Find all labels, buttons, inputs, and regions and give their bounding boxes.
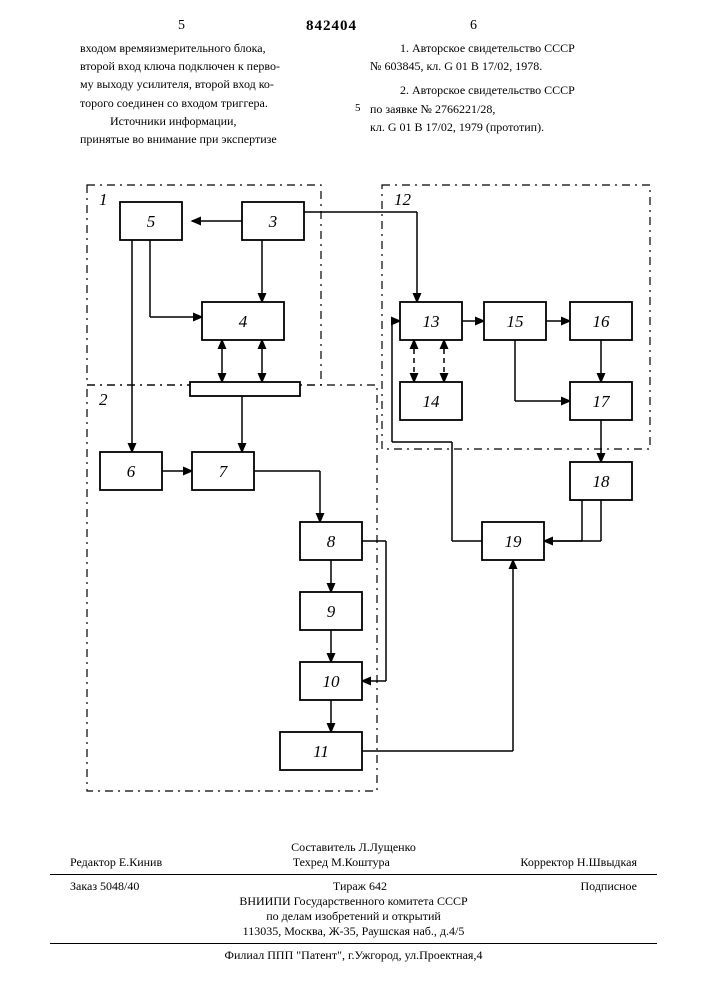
svg-text:10: 10 <box>323 672 341 691</box>
left-column-text: входом времяизмерительного блока, второй… <box>80 40 360 149</box>
footer-editor: Редактор Е.Кинив <box>70 855 162 870</box>
text-line: кл. G 01 B 17/02, 1979 (прототип). <box>370 119 660 135</box>
footer-block: Составитель Л.Лущенко Редактор Е.Кинив Т… <box>0 840 707 963</box>
svg-text:9: 9 <box>327 602 336 621</box>
text-line: по заявке № 2766221/28, <box>370 101 660 117</box>
footer-row-1: Редактор Е.Кинив Техред М.Коштура Коррек… <box>0 855 707 870</box>
svg-text:12: 12 <box>394 190 412 209</box>
svg-text:5: 5 <box>147 212 156 231</box>
margin-ref-num: 5 <box>355 102 361 114</box>
footer-rule <box>50 874 657 875</box>
svg-text:11: 11 <box>313 742 329 761</box>
svg-text:8: 8 <box>327 532 336 551</box>
block-diagram: 1122 3541315161417186781991011 <box>82 182 652 802</box>
svg-text:6: 6 <box>127 462 136 481</box>
text-line: торого соединен со входом триггера. <box>80 95 360 111</box>
svg-text:16: 16 <box>593 312 611 331</box>
footer-tech: Техред М.Коштура <box>293 855 390 870</box>
svg-text:19: 19 <box>505 532 523 551</box>
text-line: входом времяизмерительного блока, <box>80 40 360 56</box>
footer-org2: по делам изобретений и открытий <box>0 909 707 924</box>
svg-text:3: 3 <box>268 212 278 231</box>
svg-text:2: 2 <box>99 390 108 409</box>
text-line: принятые во внимание при экспертизе <box>80 131 360 147</box>
footer-org1: ВНИИПИ Государственного комитета СССР <box>0 894 707 909</box>
svg-text:18: 18 <box>593 472 611 491</box>
text-line: № 603845, кл. G 01 B 17/02, 1978. <box>370 58 660 74</box>
footer-corr: Корректор Н.Швыдкая <box>520 855 637 870</box>
footer-row-2: Заказ 5048/40 Тираж 642 Подписное <box>0 879 707 894</box>
svg-text:17: 17 <box>593 392 612 411</box>
col-num-right: 6 <box>470 18 477 34</box>
col-num-left: 5 <box>178 18 185 34</box>
footer-rule <box>50 943 657 944</box>
text-line: 1. Авторское свидетельство СССР <box>370 40 660 56</box>
footer-composer: Составитель Л.Лущенко <box>0 840 707 855</box>
page: 5 842404 6 входом времяизмерительного бл… <box>0 0 707 1000</box>
svg-text:15: 15 <box>507 312 524 331</box>
footer-tirazh: Тираж 642 <box>333 879 387 894</box>
footer-order: Заказ 5048/40 <box>70 879 139 894</box>
svg-text:13: 13 <box>423 312 440 331</box>
svg-text:4: 4 <box>239 312 248 331</box>
svg-text:14: 14 <box>423 392 441 411</box>
text-line: 2. Авторское свидетельство СССР <box>370 82 660 98</box>
text-line: Источники информации, <box>80 113 360 129</box>
doc-number: 842404 <box>306 18 357 35</box>
footer-podpis: Подписное <box>581 879 638 894</box>
footer-filial: Филиал ППП "Патент", г.Ужгород, ул.Проек… <box>0 948 707 963</box>
text-line: второй вход ключа подключен к перво- <box>80 58 360 74</box>
text-line: му выходу усилителя, второй вход ко- <box>80 76 360 92</box>
right-column-text: 1. Авторское свидетельство СССР № 603845… <box>370 40 660 137</box>
svg-text:1: 1 <box>99 190 108 209</box>
footer-org3: 113035, Москва, Ж-35, Раушская наб., д.4… <box>0 924 707 939</box>
